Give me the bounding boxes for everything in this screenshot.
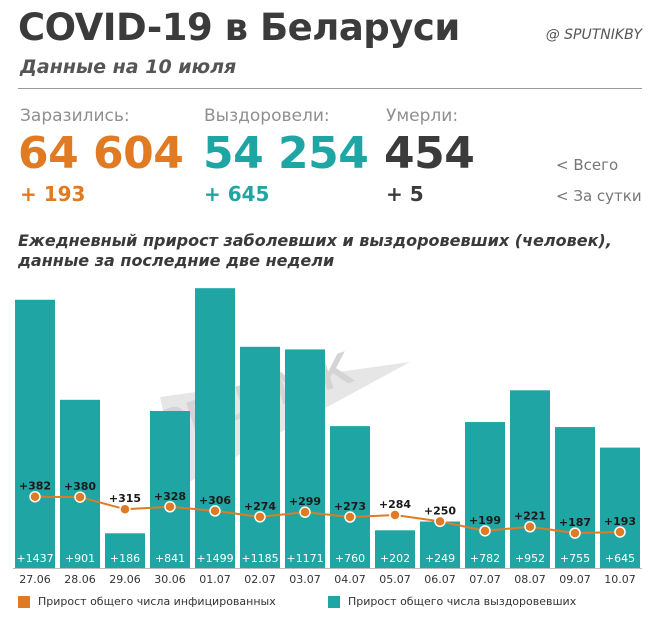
label-recovered-06.07: +249 xyxy=(425,552,455,565)
point-infected-30.06 xyxy=(164,501,176,513)
recovered-daily: + 645 xyxy=(204,182,270,206)
recovered-total: 54 254 xyxy=(203,128,369,179)
label-infected-09.07: +187 xyxy=(559,516,591,529)
point-infected-06.07 xyxy=(434,515,446,528)
label-infected-10.07: +193 xyxy=(604,515,636,528)
x-tick-28.06: 28.06 xyxy=(64,573,96,586)
label-infected-29.06: +315 xyxy=(109,492,141,505)
bar-recovered-05.07 xyxy=(375,530,415,568)
page-title: COVID-19 в Беларуси xyxy=(18,6,460,49)
point-infected-08.07 xyxy=(524,520,536,533)
x-tick-08.07: 08.07 xyxy=(514,573,546,586)
point-infected-28.06 xyxy=(74,491,86,503)
deaths-total: 454 xyxy=(384,128,475,179)
point-infected-05.07 xyxy=(389,509,401,521)
label-infected-30.06: +328 xyxy=(154,490,186,503)
legend-infected-label: Прирост общего числа инфицированных xyxy=(38,595,276,608)
label-infected-05.07: +284 xyxy=(379,498,412,511)
label-recovered-03.07: +1171 xyxy=(286,552,323,565)
x-tick-10.07: 10.07 xyxy=(604,573,636,586)
legend-recovered-label: Прирост общего числа выздоровевших xyxy=(348,595,577,608)
point-infected-29.06 xyxy=(119,503,131,515)
label-recovered-28.06: +901 xyxy=(65,552,95,565)
label-recovered-01.07: +1499 xyxy=(196,552,233,565)
x-tick-09.07: 09.07 xyxy=(559,573,591,586)
page-subtitle: Данные на 10 июля xyxy=(20,56,237,78)
chart-title: Ежедневный прирост заболевших и выздоров… xyxy=(18,231,612,271)
bar-recovered-29.06 xyxy=(105,533,145,568)
point-infected-10.07 xyxy=(614,526,626,538)
point-infected-07.07 xyxy=(479,525,491,537)
bar-recovered-08.07 xyxy=(510,390,550,568)
label-recovered-05.07: +202 xyxy=(380,552,410,565)
stats-legend-total: < Всего xyxy=(556,156,619,174)
x-tick-30.06: 30.06 xyxy=(154,573,186,586)
x-tick-04.07: 04.07 xyxy=(334,573,366,586)
x-tick-07.07: 07.07 xyxy=(469,573,501,586)
point-infected-09.07 xyxy=(569,527,581,539)
point-infected-27.06 xyxy=(29,490,41,503)
x-tick-05.07: 05.07 xyxy=(379,573,411,586)
legend-recovered-swatch xyxy=(328,596,340,608)
label-infected-06.07: +250 xyxy=(424,504,457,517)
label-infected-28.06: +380 xyxy=(64,480,97,493)
source-handle: @ SPUTNIKBY xyxy=(545,27,642,43)
header-divider xyxy=(18,88,642,89)
label-infected-02.07: +274 xyxy=(244,500,277,513)
label-infected-07.07: +199 xyxy=(469,514,501,527)
bar-recovered-09.07 xyxy=(555,427,595,568)
label-recovered-02.07: +1185 xyxy=(241,552,278,565)
bar-recovered-10.07 xyxy=(600,447,640,568)
bar-recovered-30.06 xyxy=(150,411,190,568)
label-recovered-07.07: +782 xyxy=(470,552,500,565)
label-recovered-27.06: +1437 xyxy=(16,552,53,565)
infected-daily: + 193 xyxy=(20,182,86,206)
label-infected-01.07: +306 xyxy=(199,494,232,507)
label-recovered-29.06: +186 xyxy=(110,552,140,565)
label-recovered-09.07: +755 xyxy=(560,552,590,565)
chart-title-line1: Ежедневный прирост заболевших и выздоров… xyxy=(18,231,612,250)
label-infected-04.07: +273 xyxy=(334,500,366,513)
x-tick-03.07: 03.07 xyxy=(289,573,321,586)
bar-recovered-06.07 xyxy=(420,521,460,568)
label-recovered-08.07: +952 xyxy=(515,552,545,565)
line-infected xyxy=(34,495,621,535)
stats-legend-daily: < За сутки xyxy=(556,187,642,205)
x-tick-06.07: 06.07 xyxy=(424,573,456,586)
label-infected-27.06: +382 xyxy=(19,480,51,493)
bar-recovered-07.07 xyxy=(465,422,505,568)
point-infected-03.07 xyxy=(299,506,311,518)
label-recovered-30.06: +841 xyxy=(155,552,185,565)
bar-recovered-04.07 xyxy=(330,426,370,568)
x-tick-01.07: 01.07 xyxy=(199,573,231,586)
x-tick-27.06: 27.06 xyxy=(19,573,51,586)
bar-recovered-03.07 xyxy=(285,349,325,568)
point-infected-01.07 xyxy=(209,505,221,517)
infected-label: Заразились: xyxy=(20,106,130,126)
bar-recovered-01.07 xyxy=(195,288,235,568)
recovered-label: Выздоровели: xyxy=(204,106,330,126)
bar-recovered-27.06 xyxy=(15,299,55,568)
daily-growth-chart: SPUTNIK+382+380+315+328+306+274+299+273+… xyxy=(13,288,642,586)
chart-title-line2: данные за последние две недели xyxy=(18,251,335,270)
label-infected-08.07: +221 xyxy=(514,510,546,523)
x-tick-02.07: 02.07 xyxy=(244,573,276,586)
point-infected-02.07 xyxy=(254,511,266,523)
deaths-label: Умерли: xyxy=(386,106,459,126)
label-infected-03.07: +299 xyxy=(289,495,321,508)
bar-recovered-02.07 xyxy=(240,346,280,568)
legend-infected-swatch xyxy=(18,596,30,608)
infected-total: 64 604 xyxy=(18,128,184,179)
deaths-daily: + 5 xyxy=(386,182,424,206)
label-recovered-04.07: +760 xyxy=(335,552,365,565)
bar-recovered-28.06 xyxy=(60,399,100,568)
label-recovered-10.07: +645 xyxy=(605,552,635,565)
x-tick-29.06: 29.06 xyxy=(109,573,141,586)
point-infected-04.07 xyxy=(344,511,356,523)
